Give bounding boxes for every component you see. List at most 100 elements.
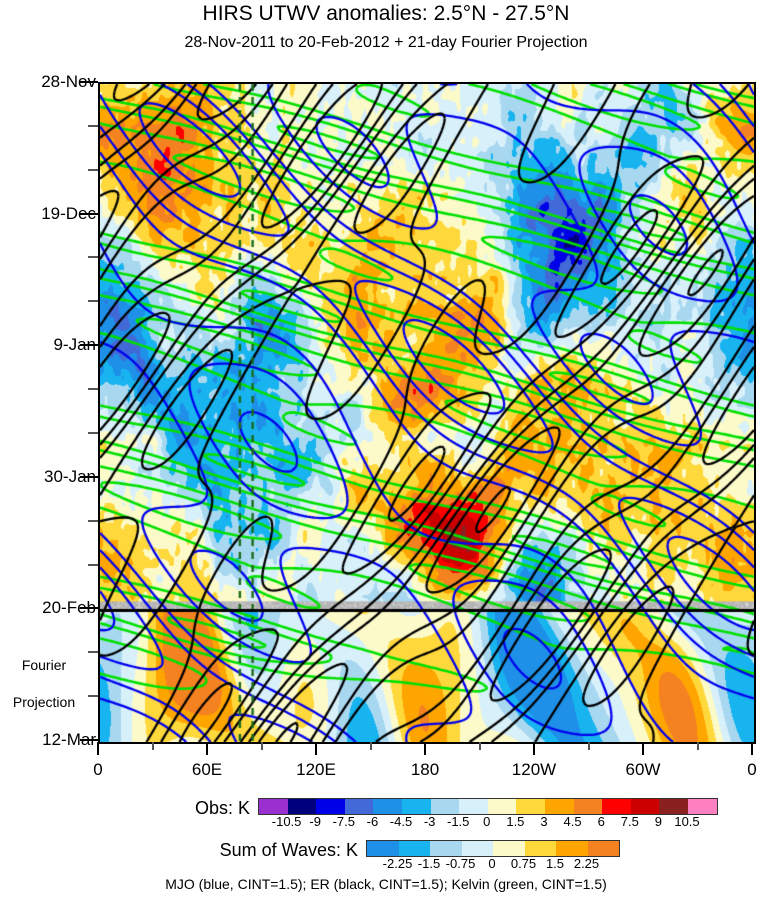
waves-colorbar bbox=[366, 840, 620, 857]
x-tick-major bbox=[642, 742, 644, 755]
colorbar-tick-label: -4.5 bbox=[389, 814, 413, 829]
x-tick-label: 120W bbox=[511, 760, 557, 779]
waves-colorbar-label: Sum of Waves: K bbox=[219, 840, 358, 860]
colorbar-tick-label: 3 bbox=[540, 814, 548, 829]
colorbar-tick-label: -3 bbox=[423, 814, 436, 829]
colorbar-swatch bbox=[367, 841, 399, 856]
colorbar-swatch bbox=[602, 799, 631, 814]
colorbar-swatch bbox=[344, 799, 374, 814]
colorbar-swatch bbox=[659, 799, 688, 814]
x-tick-major bbox=[206, 742, 208, 755]
page-subtitle: 28-Nov-2011 to 20-Feb-2012 + 21-day Four… bbox=[184, 34, 588, 51]
y-tick-minor bbox=[88, 695, 98, 698]
colorbar-swatch bbox=[398, 841, 430, 856]
colorbar-tick-label: 0 bbox=[483, 814, 491, 829]
x-tick-label: 60E bbox=[191, 760, 223, 779]
colorbar-swatch bbox=[316, 799, 345, 814]
colorbar-tick-label: 0 bbox=[488, 856, 496, 871]
x-tick-minor bbox=[587, 742, 590, 750]
y-tick-label: 20-Feb bbox=[42, 598, 96, 618]
obs-colorbar-label: Obs: K bbox=[194, 798, 250, 818]
colorbar-swatch bbox=[401, 799, 431, 814]
x-tick-major bbox=[533, 742, 535, 755]
colorbar-swatch bbox=[461, 841, 493, 856]
colorbar-tick-label: -2.25 bbox=[382, 856, 413, 871]
x-tick-label: 120E bbox=[296, 760, 336, 779]
y-axis: 28-Nov 19-Dec 9-Jan 30-Jan 20-Feb 12-Mar Fouri… bbox=[0, 0, 98, 899]
y-tick-major bbox=[80, 81, 98, 83]
colorbar-swatch bbox=[259, 799, 288, 814]
x-tick-label: 0 bbox=[93, 760, 103, 779]
x-tick-minor bbox=[369, 742, 372, 750]
obs-colorbar bbox=[258, 798, 718, 815]
x-tick-label: 180 bbox=[410, 760, 440, 779]
y-tick-minor bbox=[88, 519, 98, 522]
colorbar-swatch bbox=[373, 799, 402, 814]
colorbar-tick-label: -0.75 bbox=[445, 856, 476, 871]
colorbar-swatch bbox=[587, 841, 619, 856]
y-tick-minor bbox=[88, 388, 98, 391]
y-tick-major bbox=[80, 739, 98, 741]
x-tick-minor bbox=[696, 742, 699, 750]
colorbar-tick-label: 0.75 bbox=[510, 856, 537, 871]
colorbar-tick-label: 7.5 bbox=[620, 814, 639, 829]
y-tick-label: 28-Nov bbox=[41, 72, 96, 91]
y-tick-major bbox=[80, 344, 98, 347]
x-tick-label: 60W bbox=[625, 760, 661, 779]
colorbar-swatch bbox=[287, 799, 317, 814]
colorbar-tick-label: 1.5 bbox=[506, 814, 525, 829]
fourier-projection-note-line1: Fourier bbox=[21, 656, 67, 673]
y-tick-label: 9-Jan bbox=[53, 335, 96, 355]
x-tick-major bbox=[97, 742, 99, 755]
colorbar-swatch bbox=[687, 799, 717, 814]
x-tick-label: 0 bbox=[747, 760, 757, 779]
y-tick-minor bbox=[88, 651, 98, 654]
y-tick-minor bbox=[88, 431, 98, 434]
y-tick-minor bbox=[88, 300, 98, 303]
hovmoller-plot bbox=[98, 82, 756, 744]
x-tick-minor bbox=[151, 742, 154, 750]
y-tick-major bbox=[80, 607, 98, 610]
colorbar-tick-label: -9 bbox=[309, 814, 321, 829]
colorbar-tick-label: 1.5 bbox=[545, 856, 565, 871]
y-tick-minor bbox=[88, 563, 98, 566]
colorbar-tick-label: -10.5 bbox=[271, 814, 302, 829]
colorbar-tick-label: -7.5 bbox=[332, 814, 355, 829]
fourier-projection-note-line2: Projection bbox=[12, 694, 76, 711]
y-tick-minor bbox=[88, 256, 98, 259]
colorbar-swatch bbox=[524, 841, 556, 856]
colorbar-swatch bbox=[493, 841, 525, 856]
y-tick-minor bbox=[88, 168, 98, 171]
colorbar-swatch bbox=[556, 841, 588, 856]
colorbar-tick-label: 4.5 bbox=[563, 814, 582, 829]
colorbar-swatch bbox=[430, 841, 462, 856]
y-tick-major bbox=[80, 475, 98, 478]
x-tick-major bbox=[751, 742, 753, 755]
y-tick-major bbox=[80, 212, 98, 215]
colorbar-tick-label: -1.5 bbox=[446, 814, 470, 829]
page-title: HIRS UTWV anomalies: 2.5°N - 27.5°N bbox=[202, 2, 570, 25]
colorbar-swatch bbox=[573, 799, 603, 814]
x-tick-minor bbox=[478, 742, 481, 750]
colorbar-swatch bbox=[516, 799, 545, 814]
x-tick-major bbox=[424, 742, 426, 755]
colorbar-swatch bbox=[430, 799, 460, 814]
colorbar-swatch bbox=[544, 799, 574, 814]
colorbar-tick-label: 6 bbox=[597, 814, 605, 829]
y-tick-minor bbox=[88, 124, 98, 127]
hovmoller-field-canvas bbox=[100, 84, 754, 742]
colorbar-tick-label: 10.5 bbox=[674, 814, 700, 829]
colorbar-tick-label: 9 bbox=[654, 814, 662, 829]
colorbar-tick-label: 2.25 bbox=[573, 856, 600, 871]
colorbar-swatch bbox=[459, 799, 488, 814]
colorbar-tick-label: -6 bbox=[366, 814, 379, 829]
colorbar-swatch bbox=[630, 799, 660, 814]
x-tick-major bbox=[315, 742, 317, 755]
legend-caption: MJO (blue, CINT=1.5); ER (black, CINT=1.… bbox=[165, 876, 607, 892]
y-tick-label: 30-Jan bbox=[44, 466, 96, 486]
x-tick-minor bbox=[260, 742, 263, 750]
colorbar-swatch bbox=[487, 799, 517, 814]
